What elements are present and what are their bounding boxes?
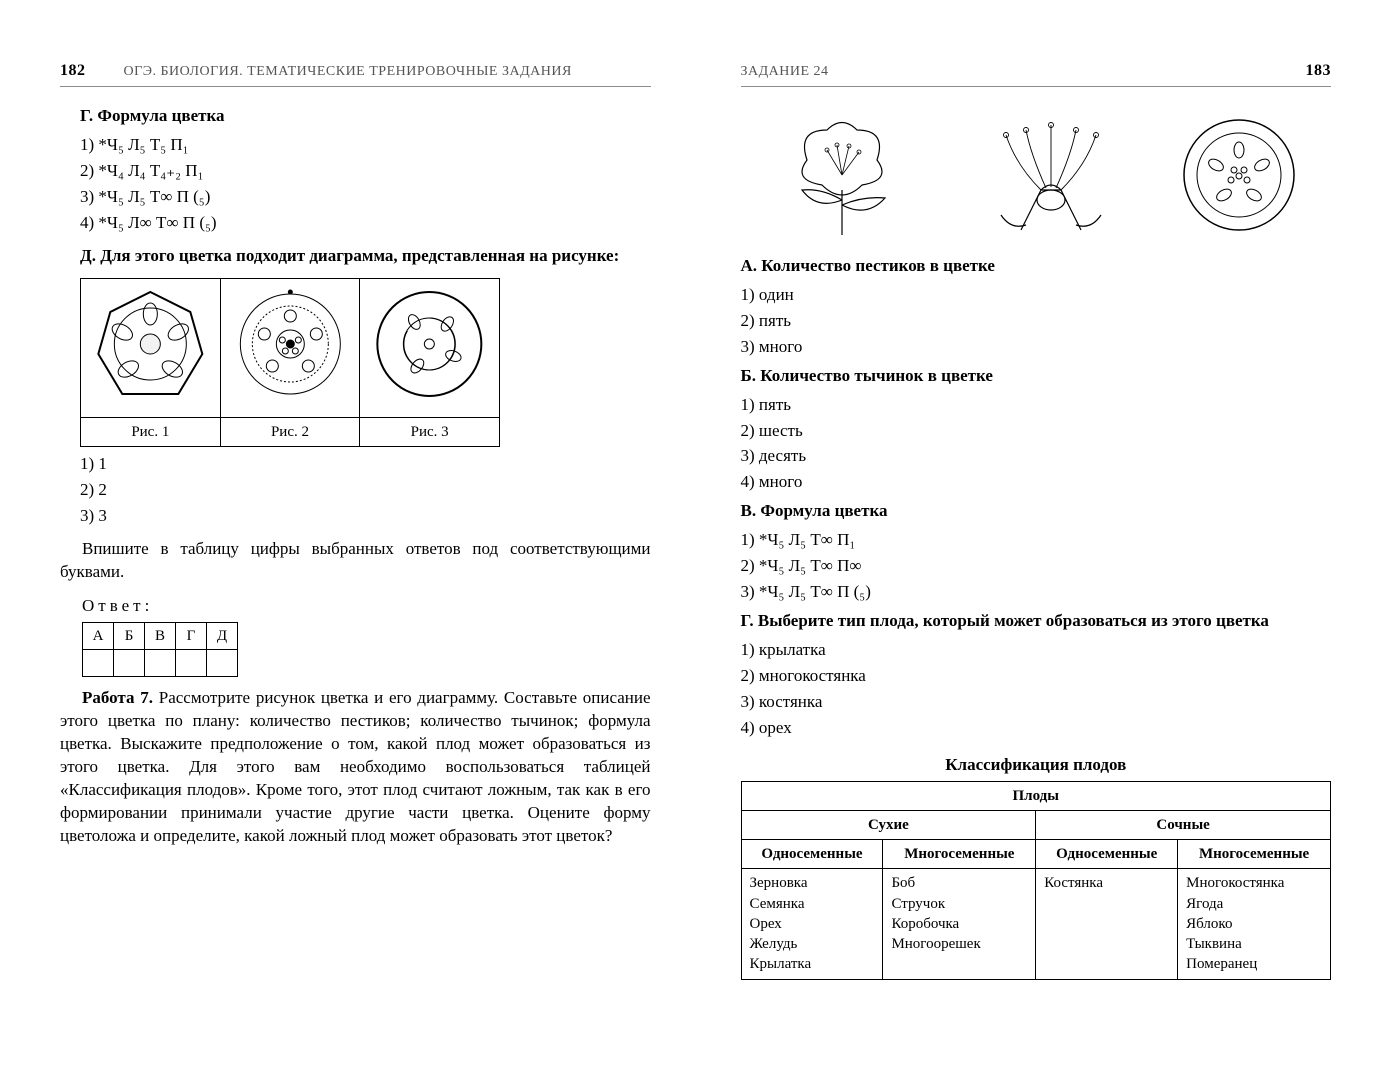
flower-diagram-icon bbox=[364, 284, 495, 404]
figure-table: Рис. 1 Рис. 2 Рис. 3 bbox=[80, 278, 500, 447]
classification-title: Классификация плодов bbox=[741, 754, 1332, 777]
option: 3) костянка bbox=[741, 691, 1332, 714]
option: 2) многокостянка bbox=[741, 665, 1332, 688]
option: 3) много bbox=[741, 336, 1332, 359]
option: 2) *Ч₅ Л₅ Т∞ П∞ bbox=[741, 555, 1332, 578]
table-header: Многосе­менные bbox=[883, 840, 1036, 869]
answer-header: Д bbox=[207, 623, 238, 650]
flower-diagram-icon bbox=[225, 284, 356, 404]
answer-header: В bbox=[145, 623, 176, 650]
answer-grid: А Б В Г Д bbox=[82, 622, 238, 677]
answer-label: Ответ: bbox=[82, 595, 651, 618]
table-header: Сухие bbox=[741, 810, 1036, 839]
running-head-right: ЗАДАНИЕ 24 183 bbox=[741, 60, 1332, 87]
task7-paragraph: Работа 7. Рассмотрите рисунок цветка и е… bbox=[60, 687, 651, 848]
classification-table: Плоды Сухие Сочные Односеменные Многосе­… bbox=[741, 781, 1332, 980]
option: 3) *Ч₅ Л₅ Т∞ П (₅) bbox=[741, 581, 1332, 604]
figure-caption: Рис. 2 bbox=[220, 417, 360, 446]
running-head-left: 182 ОГЭ. БИОЛОГИЯ. ТЕМАТИЧЕСКИЕ ТРЕНИРОВ… bbox=[60, 60, 651, 87]
section-c-options: 1) *Ч₅ Л₅ Т∞ П₁ 2) *Ч₅ Л₅ Т∞ П∞ 3) *Ч₅ Л… bbox=[741, 529, 1332, 604]
option: 1) 1 bbox=[80, 453, 651, 476]
option: 4) орех bbox=[741, 717, 1332, 740]
right-page: ЗАДАНИЕ 24 183 bbox=[741, 60, 1332, 1040]
table-cell: ЗерновкаСемянкаОрехЖелудьКрылатка bbox=[741, 869, 883, 979]
answer-header: А bbox=[83, 623, 114, 650]
figure-cell-1 bbox=[81, 278, 221, 417]
table-header: Плоды bbox=[741, 781, 1331, 810]
table-header: Односеменные bbox=[1036, 840, 1178, 869]
section-b-heading: Б. Количество тычинок в цветке bbox=[741, 365, 1332, 388]
section-a-options: 1) один 2) пять 3) много bbox=[741, 284, 1332, 359]
task7-label: Работа 7. bbox=[82, 688, 153, 707]
option: 3) 3 bbox=[80, 505, 651, 528]
table-header: Односеменные bbox=[741, 840, 883, 869]
answer-header: Г bbox=[176, 623, 207, 650]
flower-illustration-icon bbox=[767, 110, 917, 240]
table-header: Многосеменные bbox=[1178, 840, 1331, 869]
answer-cell[interactable] bbox=[207, 650, 238, 677]
section-g-options: 1) *Ч₅ Л₅ Т₅ П₁ 2) *Ч₄ Л₄ Т₄₊₂ П₁ 3) *Ч₅… bbox=[80, 134, 651, 235]
option: 1) *Ч₅ Л₅ Т∞ П₁ bbox=[741, 529, 1332, 552]
left-page: 182 ОГЭ. БИОЛОГИЯ. ТЕМАТИЧЕСКИЕ ТРЕНИРОВ… bbox=[60, 60, 651, 1040]
option: 4) *Ч₅ Л∞ Т∞ П (₅) bbox=[80, 212, 651, 235]
figure-caption: Рис. 3 bbox=[360, 417, 500, 446]
section-g2-heading: Г. Выберите тип плода, который может обр… bbox=[741, 610, 1332, 633]
section-g-heading: Г. Формула цветка bbox=[80, 105, 651, 128]
option: 1) пять bbox=[741, 394, 1332, 417]
answer-cell[interactable] bbox=[145, 650, 176, 677]
running-title: ЗАДАНИЕ 24 bbox=[741, 63, 829, 82]
section-a-heading: А. Количество пестиков в цветке bbox=[741, 255, 1332, 278]
option: 2) шесть bbox=[741, 420, 1332, 443]
table-cell: Костянка bbox=[1036, 869, 1178, 979]
figure-cell-3 bbox=[360, 278, 500, 417]
page-number: 182 bbox=[60, 60, 86, 82]
table-cell: МногокостянкаЯгодаЯблокоТыквинаПомеранец bbox=[1178, 869, 1331, 979]
figure-cell-2 bbox=[220, 278, 360, 417]
flower-diagram-icon bbox=[85, 284, 216, 404]
flower-diagram-icon bbox=[1174, 110, 1304, 240]
page-spread: 182 ОГЭ. БИОЛОГИЯ. ТЕМАТИЧЕСКИЕ ТРЕНИРОВ… bbox=[0, 0, 1391, 1080]
answer-cell[interactable] bbox=[83, 650, 114, 677]
task7-text: Рассмотрите рисунок цветка и его диаграм… bbox=[60, 688, 651, 845]
option: 2) 2 bbox=[80, 479, 651, 502]
option: 1) один bbox=[741, 284, 1332, 307]
section-b-options: 1) пять 2) шесть 3) десять 4) много bbox=[741, 394, 1332, 495]
answer-cell[interactable] bbox=[176, 650, 207, 677]
option: 1) крылатка bbox=[741, 639, 1332, 662]
flower-illustration-strip bbox=[741, 105, 1332, 245]
section-d-options: 1) 1 2) 2 3) 3 bbox=[80, 453, 651, 528]
option: 4) много bbox=[741, 471, 1332, 494]
section-g2-options: 1) крылатка 2) многокостянка 3) костянка… bbox=[741, 639, 1332, 740]
option: 3) *Ч₅ Л₅ Т∞ П (₅) bbox=[80, 186, 651, 209]
option: 1) *Ч₅ Л₅ Т₅ П₁ bbox=[80, 134, 651, 157]
option: 2) пять bbox=[741, 310, 1332, 333]
answer-cell[interactable] bbox=[114, 650, 145, 677]
flower-section-icon bbox=[971, 110, 1121, 240]
answer-header: Б bbox=[114, 623, 145, 650]
option: 3) десять bbox=[741, 445, 1332, 468]
table-cell: БобСтручокКоробочкаМногооре­шек bbox=[883, 869, 1036, 979]
answer-instruction: Впишите в таблицу цифры выбранных ответо… bbox=[60, 538, 651, 584]
option: 2) *Ч₄ Л₄ Т₄₊₂ П₁ bbox=[80, 160, 651, 183]
figure-caption: Рис. 1 bbox=[81, 417, 221, 446]
page-number: 183 bbox=[1306, 60, 1332, 82]
section-d-heading: Д. Для этого цветка подходит диаграмма, … bbox=[80, 245, 651, 268]
table-header: Сочные bbox=[1036, 810, 1331, 839]
running-title: ОГЭ. БИОЛОГИЯ. ТЕМАТИЧЕСКИЕ ТРЕНИРОВОЧНЫ… bbox=[124, 63, 572, 82]
section-c-heading: В. Формула цветка bbox=[741, 500, 1332, 523]
